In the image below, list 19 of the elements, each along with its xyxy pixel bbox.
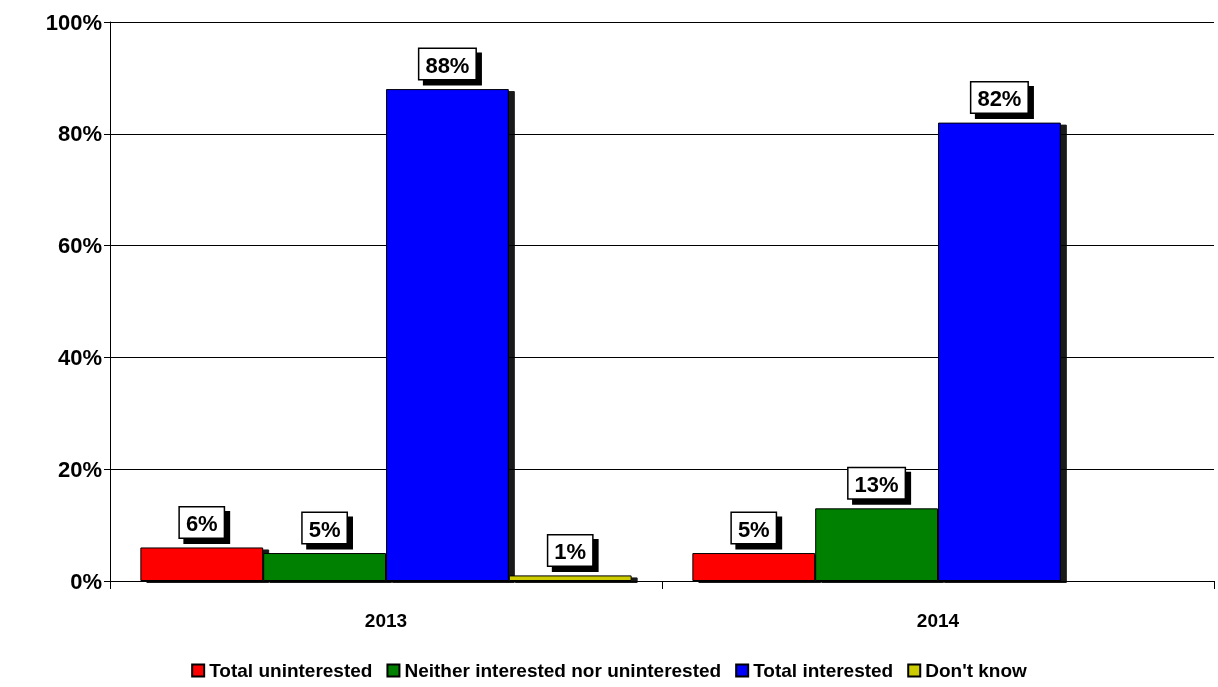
data-label: 6%: [185, 510, 218, 536]
data-label: 82%: [977, 86, 1022, 112]
data-label: 88%: [425, 52, 470, 78]
data-label: 1%: [554, 538, 587, 564]
data-label: 13%: [854, 471, 899, 497]
legend-label: Total interested: [753, 660, 894, 681]
legend-label: Don't know: [925, 660, 1028, 681]
data-label: 5%: [737, 516, 770, 542]
legend-label: Total uninterested: [209, 660, 373, 681]
data-label: 5%: [308, 516, 341, 542]
y-tick-label: 100%: [45, 9, 102, 35]
y-tick-label: 40%: [57, 344, 102, 370]
y-tick-label: 20%: [57, 456, 102, 482]
y-tick-label: 80%: [57, 121, 102, 147]
x-tick-label: 2013: [364, 610, 408, 631]
y-tick-label: 60%: [57, 233, 102, 259]
x-tick-label: 2014: [916, 610, 960, 631]
legend-label: Neither interested nor uninterested: [404, 660, 722, 681]
y-tick-label: 0%: [70, 568, 102, 594]
